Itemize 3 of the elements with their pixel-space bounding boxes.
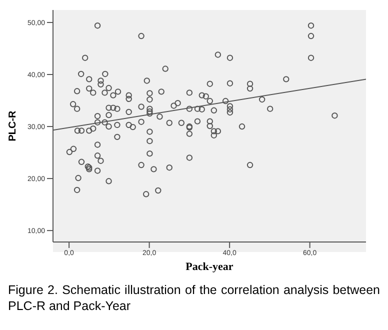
caption: Figure 2. Schematic illustration of the correlation analysis between PLC-R and Pack-Year	[8, 282, 380, 314]
y-axis-title: PLC-R	[8, 110, 19, 142]
x-axis-title: Pack-year	[186, 261, 234, 273]
